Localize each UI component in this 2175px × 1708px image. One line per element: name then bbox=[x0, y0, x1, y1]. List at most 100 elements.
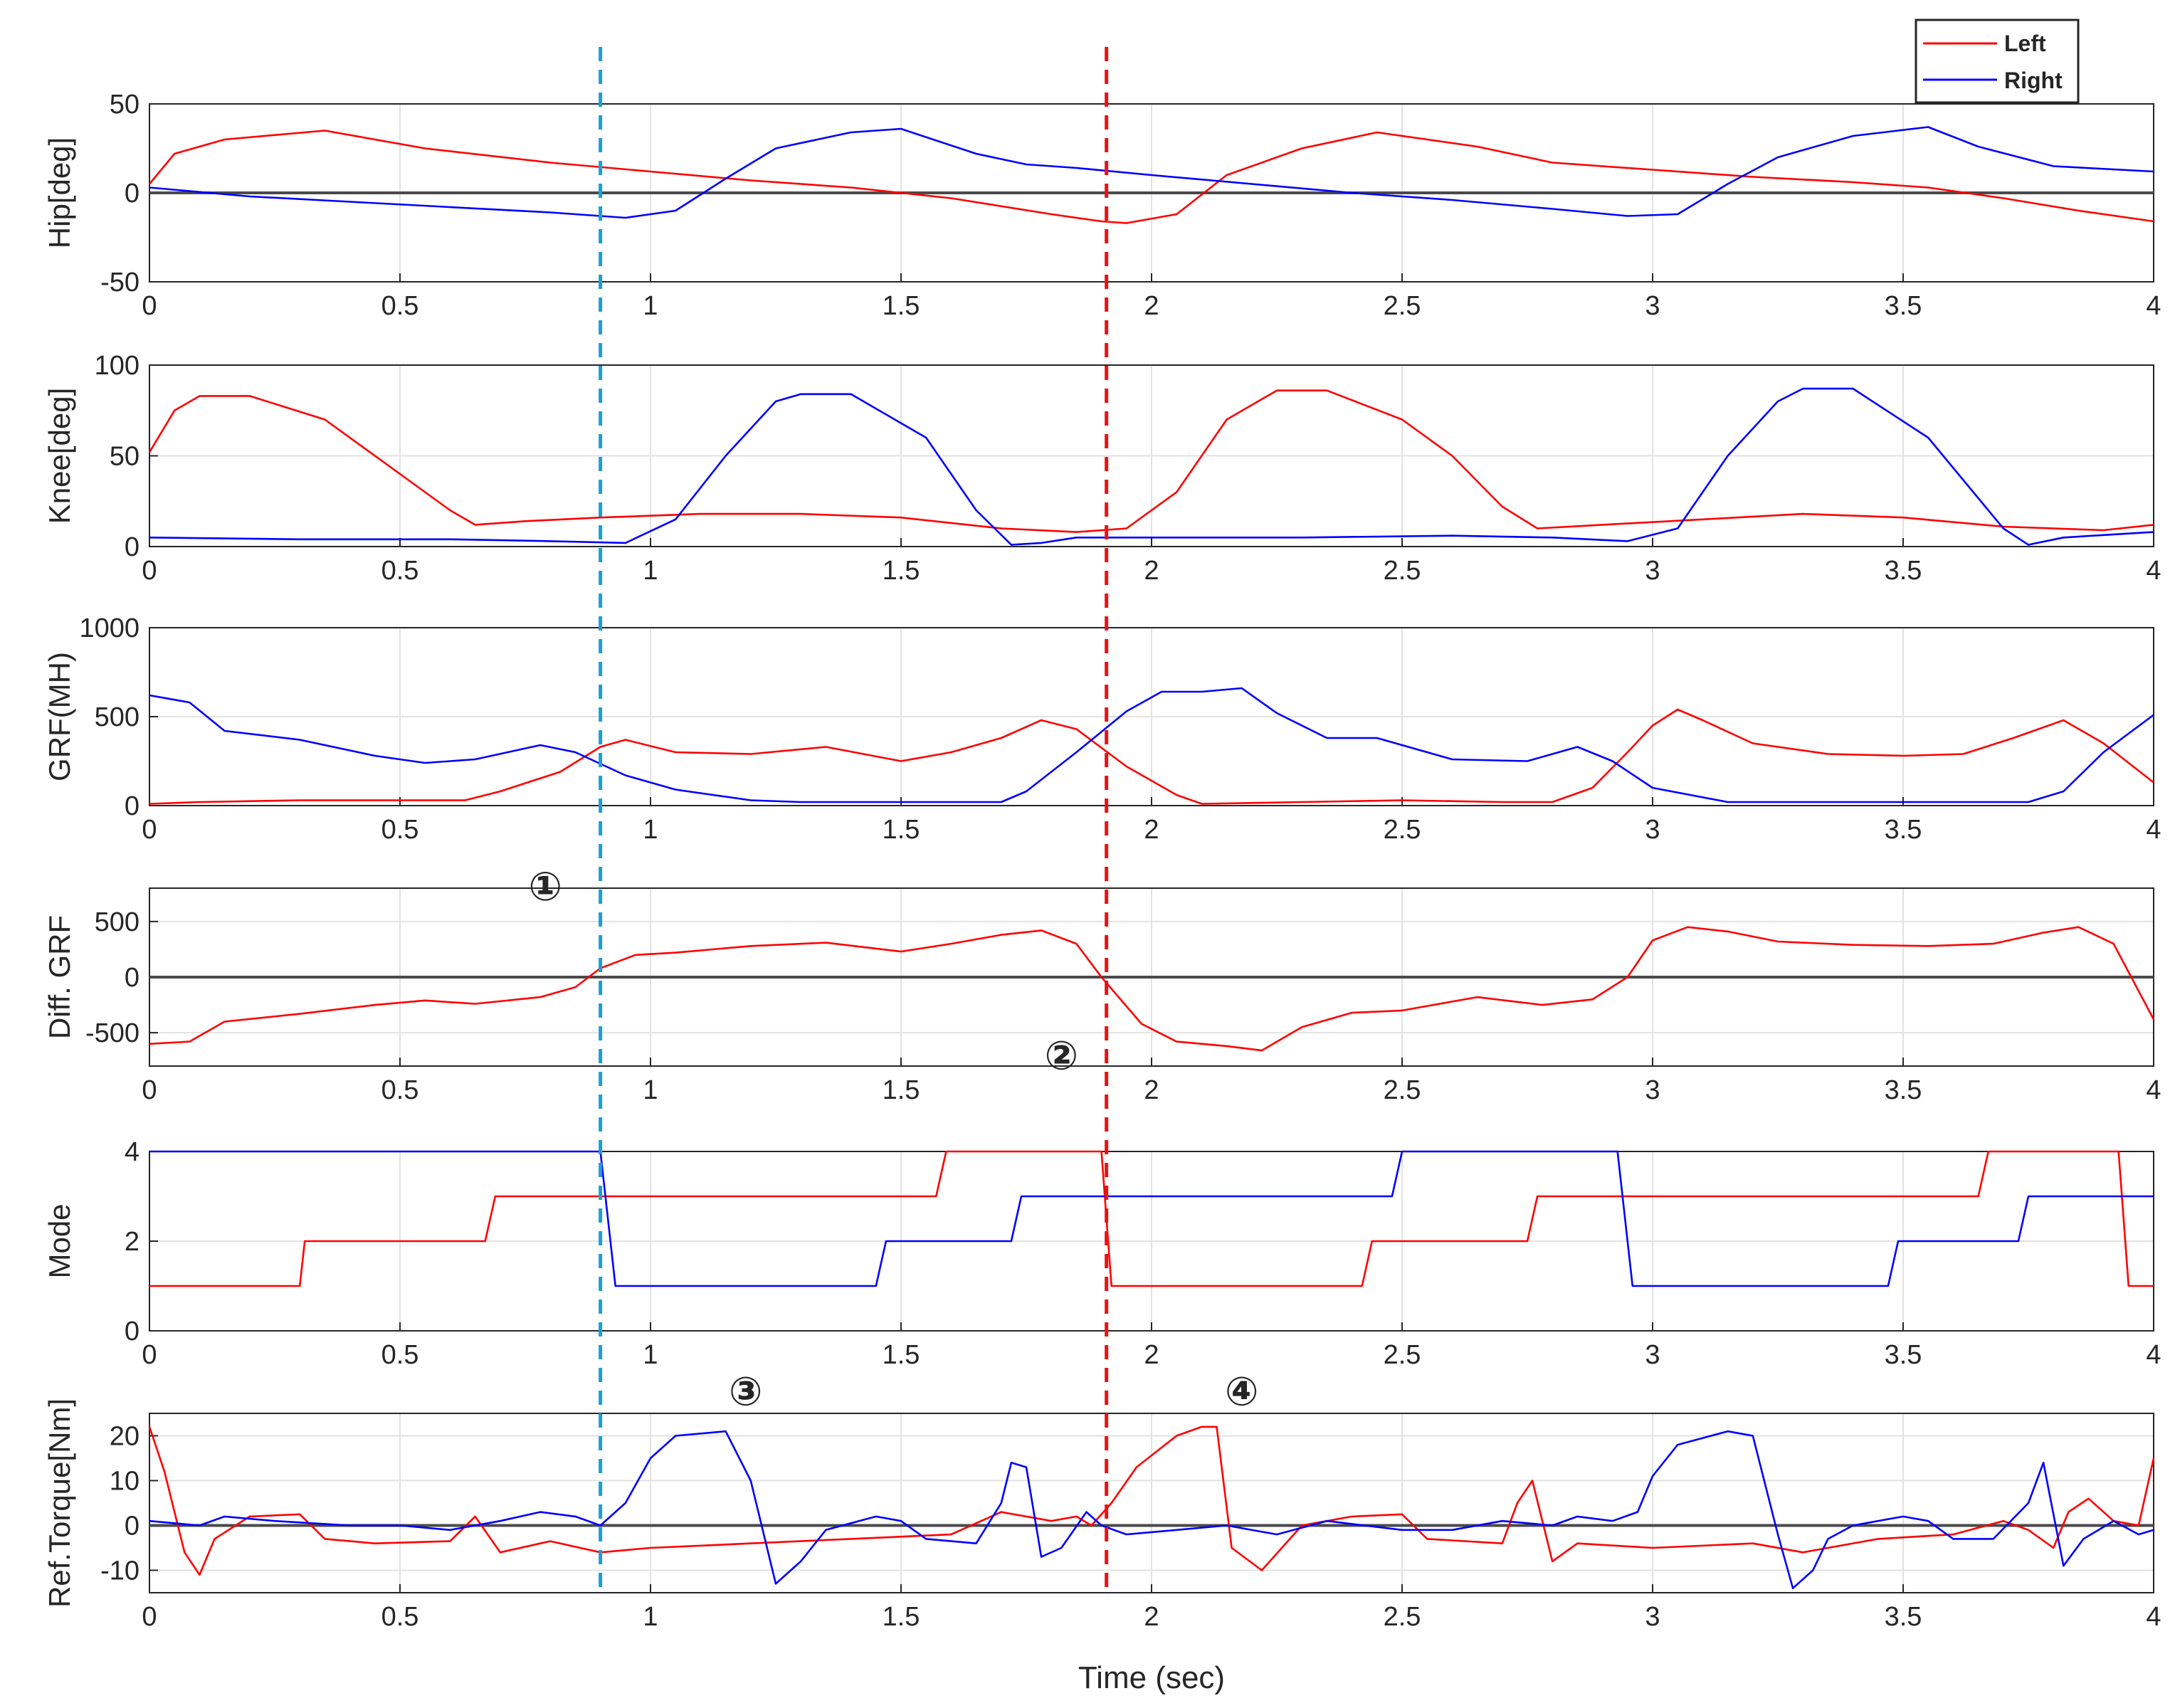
x-tick-label: 4 bbox=[2146, 291, 2161, 321]
x-tick-label: 1.5 bbox=[883, 1340, 920, 1370]
y-tick-label: 0 bbox=[125, 179, 139, 209]
x-tick-label: 3.5 bbox=[1885, 1075, 1922, 1105]
axes-frame bbox=[149, 627, 2154, 806]
x-tick-label: 2.5 bbox=[1384, 1602, 1421, 1632]
x-tick-label: 1.5 bbox=[883, 556, 920, 586]
x-tick-label: 2.5 bbox=[1384, 291, 1421, 321]
axes-frame bbox=[149, 1413, 2154, 1593]
series-left-line bbox=[148, 130, 2154, 224]
legend-label-left: Left bbox=[2004, 31, 2046, 56]
legend-label-right: Right bbox=[2004, 68, 2063, 93]
x-tick-label: 3.5 bbox=[1885, 815, 1922, 845]
panel-knee: 0 0.5 1 1.5 2 2.5 3 3.5 4 0 50 100 Knee[deg] bbox=[43, 351, 2161, 586]
series-right-line bbox=[149, 387, 2154, 546]
y-axis-label: Diff. GRF bbox=[43, 915, 76, 1039]
axes-frame bbox=[149, 1151, 2154, 1332]
x-tick-label: 3 bbox=[1645, 556, 1660, 586]
series-left-line bbox=[148, 389, 2154, 533]
x-tick-label: 0 bbox=[142, 1075, 157, 1105]
y-tick-label: 0 bbox=[125, 532, 139, 562]
x-tick-label: 2.5 bbox=[1384, 556, 1421, 586]
x-tick-label: 2.5 bbox=[1384, 1340, 1421, 1370]
y-axis-label: GRF(MH) bbox=[43, 652, 76, 781]
x-tick-label: 3.5 bbox=[1885, 1602, 1922, 1632]
series-left-line bbox=[149, 926, 2155, 1052]
y-tick-label: 0 bbox=[125, 1512, 139, 1541]
x-axis-label: Time (sec) bbox=[1078, 1660, 1225, 1695]
x-tick-label: 4 bbox=[2146, 1075, 2161, 1105]
x-tick-label: 2 bbox=[1144, 815, 1159, 845]
annotation-marker-1: ① bbox=[528, 864, 562, 909]
x-tick-label: 4 bbox=[2146, 556, 2161, 586]
y-axis-label: Mode bbox=[43, 1203, 76, 1278]
series-right-line bbox=[149, 126, 2154, 219]
x-tick-label: 3 bbox=[1645, 1602, 1660, 1632]
x-tick-label: 1.5 bbox=[883, 815, 920, 845]
y-tick-label: 0 bbox=[125, 1317, 139, 1346]
y-tick-label: 100 bbox=[95, 351, 139, 381]
y-tick-label: 50 bbox=[110, 442, 139, 472]
x-tick-label: 3 bbox=[1645, 1075, 1660, 1105]
x-tick-label: 1 bbox=[643, 1602, 658, 1632]
annotation-marker-3: ③ bbox=[729, 1369, 762, 1414]
x-tick-label: 1.5 bbox=[883, 1075, 920, 1105]
x-tick-label: 2 bbox=[1144, 1340, 1159, 1370]
series-right-line bbox=[149, 1430, 2154, 1589]
annotation-marker-4: ④ bbox=[1225, 1369, 1258, 1414]
y-tick-label: 1000 bbox=[79, 613, 139, 643]
x-tick-label: 1 bbox=[643, 815, 658, 845]
y-tick-label: -10 bbox=[100, 1556, 139, 1586]
legend[interactable]: Left Right bbox=[1915, 19, 2080, 104]
y-tick-label: 0 bbox=[125, 963, 139, 993]
y-tick-label: 500 bbox=[95, 907, 139, 937]
x-tick-label: 1 bbox=[643, 556, 658, 586]
y-axis-label: Ref.Torque[Nm] bbox=[43, 1398, 76, 1608]
x-tick-label: 2.5 bbox=[1384, 1075, 1421, 1105]
x-tick-label: 3 bbox=[1645, 291, 1660, 321]
x-tick-label: 2.5 bbox=[1384, 815, 1421, 845]
axes-frame bbox=[149, 364, 2154, 547]
x-tick-label: 3 bbox=[1645, 1340, 1660, 1370]
x-tick-label: 1 bbox=[643, 1340, 658, 1370]
x-tick-label: 1.5 bbox=[883, 1602, 920, 1632]
x-tick-label: 0.5 bbox=[381, 1075, 419, 1105]
y-tick-label: 50 bbox=[110, 90, 139, 120]
x-tick-label: 0 bbox=[142, 291, 157, 321]
x-tick-label: 4 bbox=[2146, 1340, 2161, 1370]
y-tick-label: 2 bbox=[125, 1227, 139, 1257]
panel-mode: 0 0.5 1 1.5 2 2.5 3 3.5 4 0 2 4 Mode bbox=[43, 1137, 2161, 1370]
x-tick-label: 0 bbox=[142, 815, 157, 845]
y-tick-label: 500 bbox=[95, 702, 139, 732]
series-right-line bbox=[149, 687, 2154, 803]
series-left-line bbox=[149, 1150, 2154, 1287]
x-tick-label: 3.5 bbox=[1885, 291, 1922, 321]
series-left-line bbox=[148, 1425, 2155, 1576]
x-tick-label: 2 bbox=[1144, 1602, 1159, 1632]
x-tick-label: 0.5 bbox=[381, 556, 419, 586]
x-tick-label: 0 bbox=[142, 556, 157, 586]
y-tick-label: 10 bbox=[110, 1467, 139, 1497]
x-tick-label: 1.5 bbox=[883, 291, 920, 321]
x-tick-label: 2 bbox=[1144, 291, 1159, 321]
x-tick-label: 0.5 bbox=[381, 1602, 419, 1632]
annotation-marker-2: ② bbox=[1045, 1033, 1078, 1077]
x-tick-label: 0 bbox=[142, 1340, 157, 1370]
y-axis-label: Hip[deg] bbox=[43, 137, 76, 248]
y-tick-label: 4 bbox=[125, 1137, 139, 1167]
y-tick-label: 20 bbox=[110, 1422, 139, 1452]
x-tick-label: 3.5 bbox=[1885, 556, 1922, 586]
y-tick-label: -50 bbox=[100, 268, 139, 297]
x-tick-label: 0.5 bbox=[381, 815, 419, 845]
annotations: ① ② ③ ④ bbox=[528, 864, 1258, 1414]
x-tick-label: 1 bbox=[643, 1075, 658, 1105]
y-axis-label: Knee[deg] bbox=[43, 388, 76, 524]
x-tick-label: 0.5 bbox=[381, 1340, 419, 1370]
event-lines bbox=[599, 47, 1109, 1593]
x-tick-label: 0.5 bbox=[381, 291, 419, 321]
x-tick-label: 1 bbox=[643, 291, 658, 321]
